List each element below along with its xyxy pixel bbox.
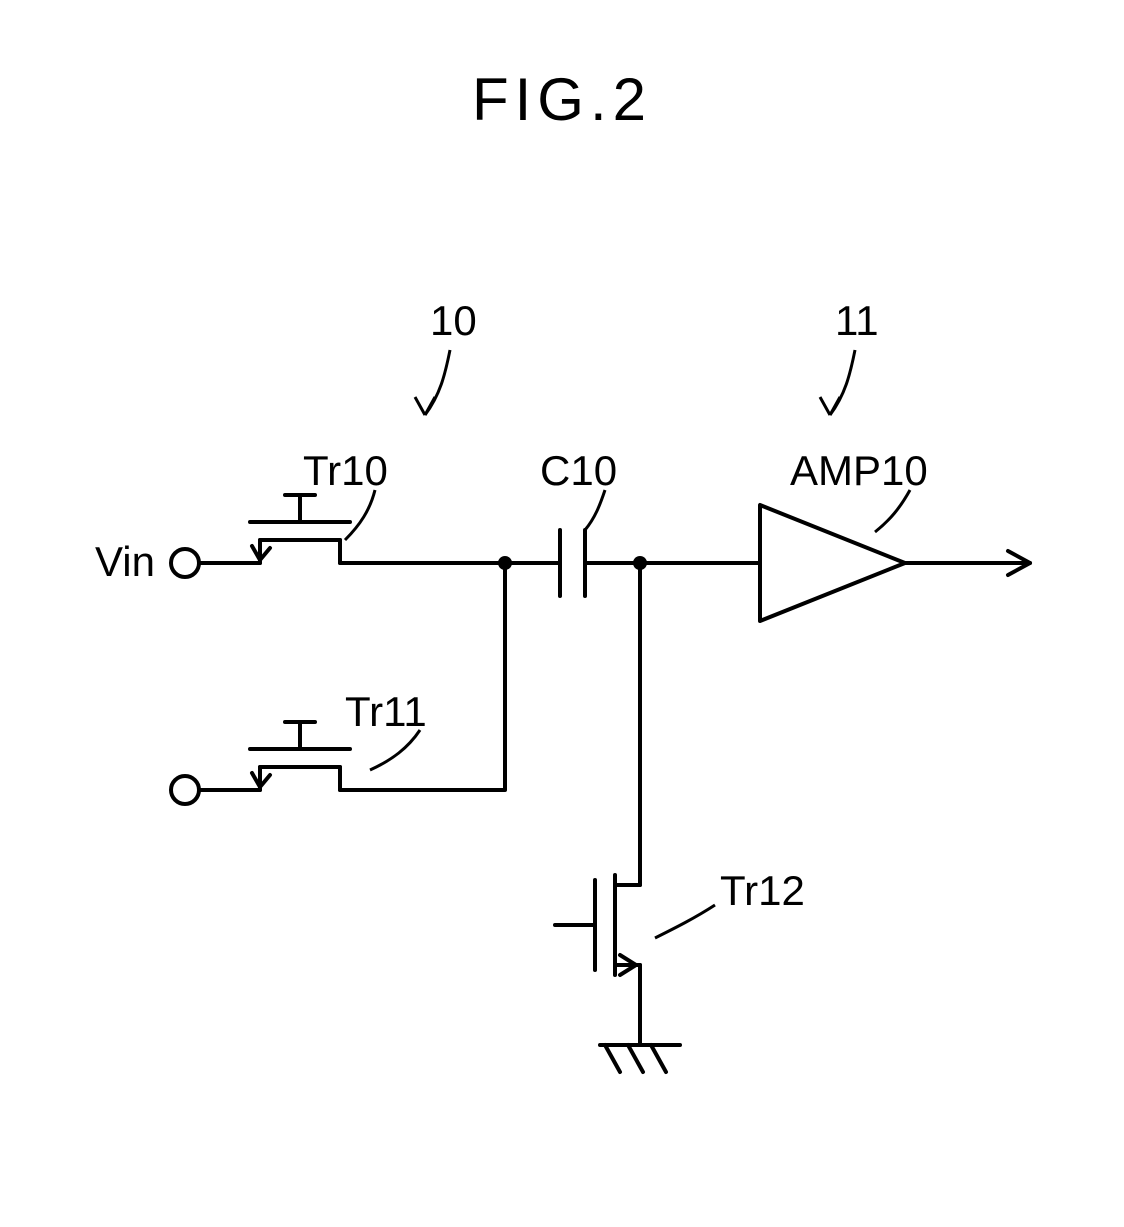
ref-terminal <box>171 776 199 804</box>
ref-10-label: 10 <box>430 297 477 344</box>
tr12-transistor <box>555 875 640 975</box>
c10-leader <box>585 490 605 530</box>
amp10-leader <box>875 490 910 532</box>
tr11-label: Tr11 <box>345 688 427 735</box>
vin-label: Vin <box>95 538 155 585</box>
tr11-transistor <box>250 722 360 790</box>
c10-capacitor <box>560 530 585 596</box>
callout-11: 11 <box>820 297 879 415</box>
vin-terminal <box>171 549 199 577</box>
ground-icon <box>600 1045 680 1072</box>
tr10-label: Tr10 <box>303 447 388 494</box>
amp10-label: AMP10 <box>790 447 928 494</box>
ref-11-label: 11 <box>835 297 879 344</box>
c10-label: C10 <box>540 447 617 494</box>
tr12-leader <box>655 905 715 938</box>
wire <box>360 563 505 790</box>
amp10-amplifier <box>760 505 905 621</box>
tr11-leader <box>370 730 420 770</box>
circuit-diagram: FIG.2 10 11 Vin Tr10 <box>0 0 1124 1227</box>
callout-10: 10 <box>415 297 477 415</box>
tr10-leader <box>345 490 375 540</box>
figure-title: FIG.2 <box>472 66 652 133</box>
tr10-transistor <box>250 495 360 563</box>
tr12-label: Tr12 <box>720 867 805 914</box>
